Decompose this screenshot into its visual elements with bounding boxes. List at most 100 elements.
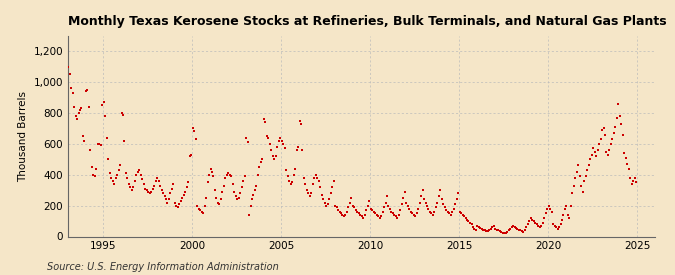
Point	[605, 142, 616, 146]
Point	[78, 134, 88, 138]
Point	[506, 225, 517, 229]
Point	[604, 148, 615, 152]
Point	[583, 163, 594, 168]
Point	[300, 182, 310, 186]
Point	[394, 213, 404, 217]
Point	[370, 211, 381, 216]
Point	[613, 101, 624, 106]
Point	[194, 208, 205, 213]
Point	[331, 205, 342, 209]
Point	[353, 211, 364, 216]
Point	[188, 126, 198, 131]
Point	[425, 210, 435, 214]
Point	[487, 225, 497, 229]
Point	[623, 166, 634, 171]
Point	[63, 64, 74, 69]
Point	[121, 171, 132, 175]
Point	[189, 129, 200, 134]
Point	[234, 196, 244, 200]
Point	[362, 204, 373, 208]
Point	[410, 214, 421, 219]
Point	[328, 179, 339, 183]
Point	[374, 216, 385, 220]
Point	[91, 166, 102, 171]
Point	[70, 114, 81, 118]
Point	[136, 172, 146, 177]
Point	[111, 172, 122, 177]
Y-axis label: Thousand Barrels: Thousand Barrels	[18, 91, 28, 182]
Point	[616, 122, 626, 126]
Point	[395, 208, 406, 213]
Point	[151, 179, 161, 183]
Point	[524, 219, 535, 223]
Point	[204, 172, 215, 177]
Point	[333, 208, 344, 213]
Point	[561, 204, 572, 208]
Point	[209, 188, 220, 192]
Point	[290, 166, 300, 171]
Point	[375, 214, 386, 219]
Point	[248, 192, 259, 197]
Point	[242, 140, 253, 144]
Point	[68, 91, 78, 95]
Point	[309, 176, 320, 180]
Point	[464, 220, 475, 225]
Point	[566, 204, 576, 208]
Point	[570, 176, 580, 180]
Point	[202, 180, 213, 185]
Point	[510, 226, 521, 230]
Point	[79, 139, 90, 143]
Point	[65, 86, 76, 90]
Point	[608, 131, 619, 135]
Point	[555, 222, 566, 226]
Point	[518, 230, 529, 234]
Point	[297, 148, 308, 152]
Point	[162, 200, 173, 205]
Point	[527, 217, 538, 222]
Point	[586, 152, 597, 157]
Point	[477, 227, 487, 231]
Point	[184, 154, 195, 158]
Point	[497, 230, 508, 235]
Point	[232, 197, 242, 202]
Point	[400, 189, 410, 194]
Point	[364, 199, 375, 203]
Point	[207, 169, 217, 174]
Point	[124, 182, 134, 186]
Point	[450, 202, 460, 206]
Point	[275, 136, 286, 140]
Point	[276, 139, 287, 143]
Point	[168, 182, 179, 186]
Point	[543, 204, 554, 208]
Point	[535, 225, 545, 229]
Point	[539, 216, 549, 220]
Point	[552, 227, 563, 231]
Point	[64, 72, 75, 76]
Point	[223, 171, 234, 175]
Point	[156, 188, 167, 192]
Point	[257, 157, 268, 161]
Point	[322, 202, 333, 206]
Point	[468, 225, 479, 229]
Point	[182, 185, 192, 189]
Point	[227, 182, 238, 186]
Point	[84, 104, 95, 109]
Point	[157, 191, 168, 196]
Point	[97, 103, 107, 108]
Point	[379, 205, 389, 209]
Point	[402, 204, 413, 208]
Point	[196, 210, 207, 214]
Point	[439, 205, 450, 209]
Point	[542, 207, 553, 211]
Point	[489, 224, 500, 228]
Point	[408, 213, 419, 217]
Point	[302, 188, 313, 192]
Point	[104, 171, 115, 175]
Point	[469, 227, 480, 231]
Point	[339, 214, 350, 219]
Point	[407, 211, 418, 216]
Point	[174, 202, 185, 206]
Point	[462, 217, 472, 222]
Point	[89, 174, 100, 178]
Point	[533, 224, 543, 228]
